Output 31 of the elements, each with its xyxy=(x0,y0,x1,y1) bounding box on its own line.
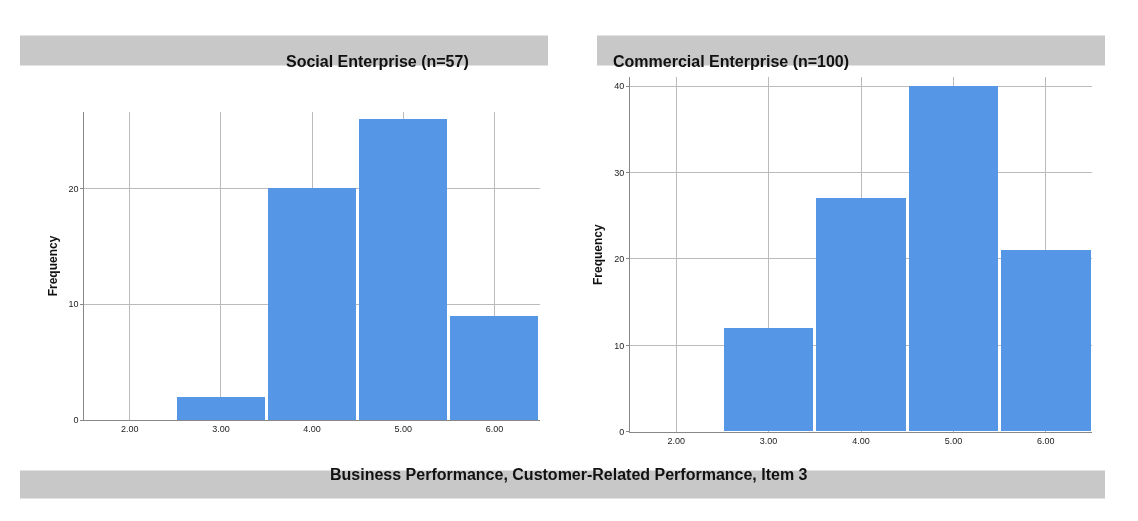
y-tick-label: 10 xyxy=(614,340,625,351)
x-tick-label: 6.00 xyxy=(1037,435,1055,446)
chart-title: Commercial Enterprise (n=100) xyxy=(613,53,850,70)
y-tick-label: 20 xyxy=(614,254,625,265)
bar xyxy=(1001,250,1091,432)
x-tick-label: 5.00 xyxy=(394,423,413,434)
bar xyxy=(177,396,266,420)
y-tick-label: 20 xyxy=(68,183,79,194)
bar xyxy=(268,187,357,420)
x-tick-label: 4.00 xyxy=(303,423,321,434)
bar xyxy=(359,118,448,420)
x-tick-label: 4.00 xyxy=(852,435,870,446)
y-tick-label: 0 xyxy=(619,427,625,438)
y-tick-label: 10 xyxy=(68,299,79,310)
bar xyxy=(909,86,998,432)
x-tick-label: 2.00 xyxy=(121,423,139,434)
bar xyxy=(724,328,813,432)
x-tick-label: 3.00 xyxy=(759,435,778,446)
y-tick-label: 30 xyxy=(614,167,625,178)
x-tick-label: 2.00 xyxy=(667,435,685,446)
chart-title: Social Enterprise (n=57) xyxy=(286,53,469,70)
y-axis-title: Frequency xyxy=(591,223,606,285)
bar xyxy=(450,315,539,420)
x-axis-title: Business Performance, Customer-Related Performance, Item 3 xyxy=(330,466,808,483)
x-tick-label: 6.00 xyxy=(485,423,504,434)
bar xyxy=(816,198,906,432)
y-tick-label: 40 xyxy=(614,81,625,92)
y-axis-title: Frequency xyxy=(45,235,60,297)
x-tick-label: 3.00 xyxy=(212,423,230,434)
x-tick-label: 5.00 xyxy=(944,435,963,446)
y-tick-label: 0 xyxy=(73,415,79,426)
